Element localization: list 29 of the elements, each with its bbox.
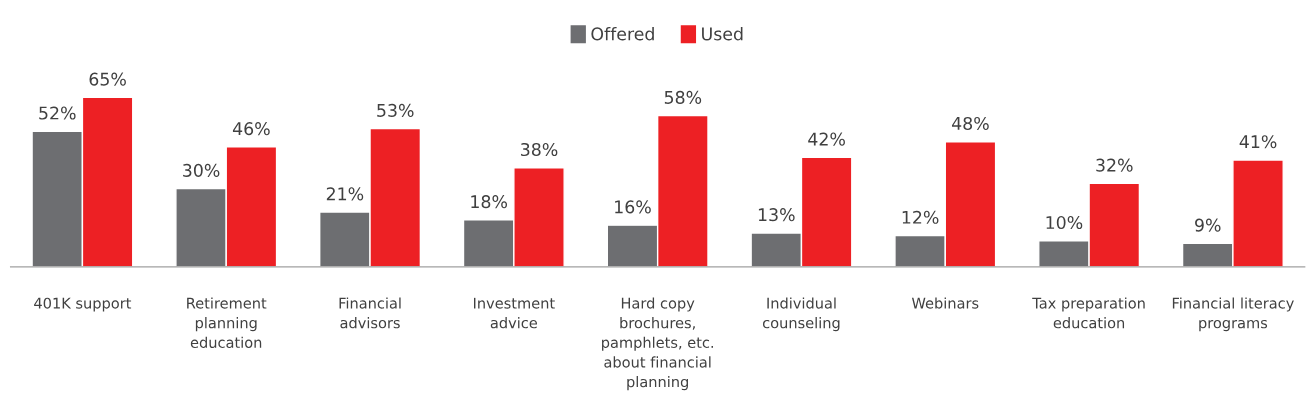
x-tick-label: Retirement planning education <box>187 297 267 348</box>
legend-label: Offered <box>591 27 654 41</box>
data-label: 65% <box>89 72 126 86</box>
data-label: 12% <box>902 210 939 224</box>
data-label: 21% <box>326 187 364 201</box>
legend-label: Used <box>702 27 743 41</box>
data-label: 13% <box>758 208 795 222</box>
x-tick-label: Webinars <box>911 297 979 309</box>
x-tick-label: Financial advisors <box>339 297 401 329</box>
data-label: 46% <box>232 122 270 136</box>
x-tick-label: Tax preparation education <box>1032 297 1145 329</box>
data-label: 48% <box>952 116 989 131</box>
data-label: 58% <box>664 90 702 104</box>
data-label: 52% <box>39 106 76 120</box>
data-label: 16% <box>615 200 651 214</box>
data-label: 42% <box>808 132 845 146</box>
data-label: 18% <box>471 195 508 209</box>
data-label: 30% <box>183 163 220 177</box>
data-label: 53% <box>377 103 414 117</box>
data-label: 9% <box>1195 218 1221 232</box>
x-tick-label: Hard copy brochures, pamphlets, etc. about financial planning <box>602 297 714 391</box>
x-tick-label: 401K support <box>34 297 132 312</box>
data-label: 41% <box>1239 135 1277 149</box>
data-label: 32% <box>1096 158 1133 172</box>
x-tick-label: Individual counseling <box>762 297 840 332</box>
data-label: 10% <box>1046 215 1083 230</box>
x-tick-label: Investment advice <box>473 297 555 329</box>
data-label: 38% <box>521 142 558 157</box>
x-tick-label: Financial literacy programs <box>1172 297 1294 332</box>
